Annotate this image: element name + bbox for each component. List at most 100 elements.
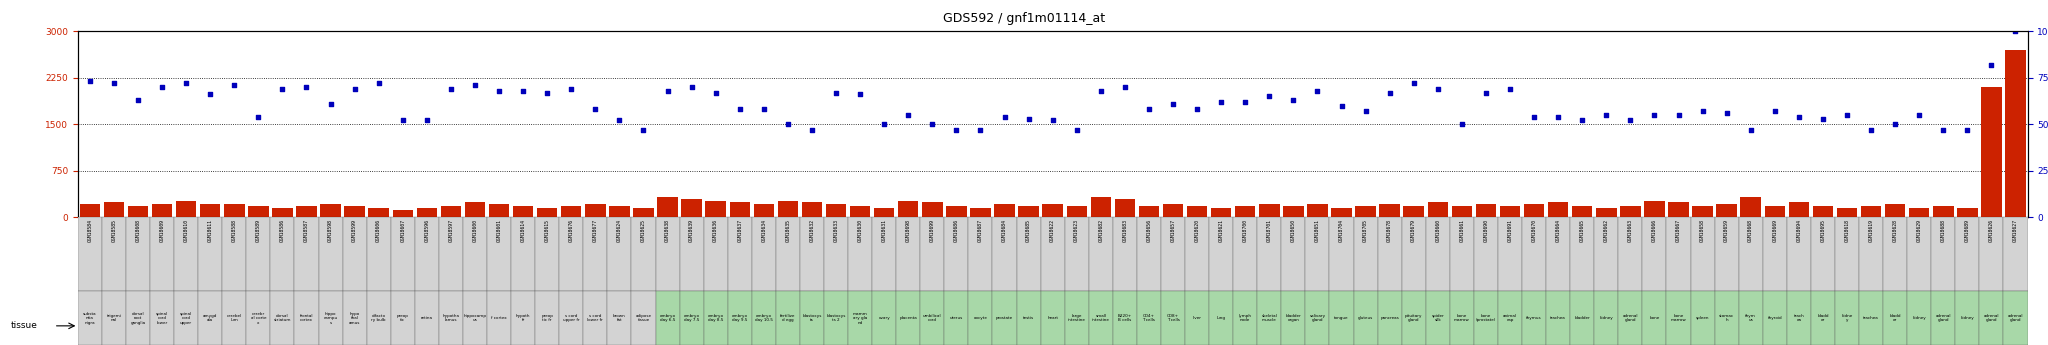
Bar	[1282, 217, 1305, 292]
Bar	[848, 217, 872, 292]
Bar	[1042, 204, 1063, 217]
Text: dorsal
striatum: dorsal striatum	[274, 314, 291, 323]
Bar	[1186, 292, 1208, 345]
Point	[1421, 86, 1454, 91]
Text: spleen: spleen	[1696, 316, 1710, 320]
Bar	[1092, 197, 1112, 217]
Text: GSM18657: GSM18657	[1171, 219, 1176, 241]
Text: hypo
thal
amus: hypo thal amus	[348, 312, 360, 325]
Bar	[1837, 208, 1858, 217]
Point	[580, 107, 612, 112]
Text: thymus: thymus	[1526, 316, 1542, 320]
Bar	[969, 292, 993, 345]
Point	[1831, 112, 1864, 118]
Text: fertilize
d egg: fertilize d egg	[780, 314, 795, 323]
Bar	[705, 200, 725, 217]
Text: salivary
gland: salivary gland	[1309, 314, 1325, 323]
Text: GSM18670: GSM18670	[1532, 219, 1536, 241]
Bar	[1305, 217, 1329, 292]
Bar	[1573, 206, 1593, 217]
Text: embryo
day 7.5: embryo day 7.5	[684, 314, 700, 323]
Point	[434, 86, 467, 91]
Bar	[1642, 217, 1667, 292]
Bar	[1475, 292, 1497, 345]
Point	[1325, 103, 1358, 108]
Point	[170, 80, 203, 86]
Bar	[584, 217, 608, 292]
Bar	[150, 292, 174, 345]
Text: GSM18589: GSM18589	[256, 219, 260, 241]
Bar	[561, 206, 582, 217]
Bar	[1112, 292, 1137, 345]
Bar	[1401, 292, 1425, 345]
Bar	[897, 200, 918, 217]
Bar	[246, 292, 270, 345]
Bar	[1907, 292, 1931, 345]
Text: skeletal
muscle: skeletal muscle	[1262, 314, 1278, 323]
Point	[651, 88, 684, 93]
Point	[291, 84, 324, 90]
Point	[362, 80, 395, 86]
Bar	[874, 208, 895, 217]
Bar	[1040, 217, 1065, 292]
Bar	[1186, 217, 1208, 292]
Point	[1493, 86, 1526, 91]
Bar	[897, 292, 920, 345]
Bar	[535, 217, 559, 292]
Point	[98, 80, 131, 86]
Text: GSM18639: GSM18639	[688, 219, 694, 241]
Bar	[1401, 217, 1425, 292]
Bar	[631, 217, 655, 292]
Bar	[1714, 292, 1739, 345]
Point	[844, 92, 877, 97]
Bar	[1284, 206, 1305, 217]
Point	[1999, 28, 2032, 34]
Bar	[201, 204, 221, 217]
Text: GSM18599: GSM18599	[352, 219, 356, 241]
Text: stomac
h: stomac h	[1718, 314, 1735, 323]
Bar	[1354, 292, 1378, 345]
Text: adrenal
gland: adrenal gland	[2007, 314, 2023, 323]
Bar	[1233, 292, 1257, 345]
Text: GSM18597: GSM18597	[449, 219, 453, 241]
Bar	[608, 292, 631, 345]
Bar	[633, 208, 653, 217]
Bar	[1522, 217, 1546, 292]
Text: trach
ea: trach ea	[1794, 314, 1804, 323]
Bar	[1016, 217, 1040, 292]
Bar	[1980, 87, 2001, 217]
Bar	[1763, 292, 1786, 345]
Bar	[897, 217, 920, 292]
Bar	[1978, 217, 2003, 292]
Text: trigemi
nal: trigemi nal	[106, 314, 121, 323]
Bar	[1978, 292, 2003, 345]
Bar	[993, 292, 1016, 345]
Text: testis: testis	[1024, 316, 1034, 320]
Point	[627, 127, 659, 132]
Point	[940, 127, 973, 132]
Bar	[1618, 292, 1642, 345]
Text: kidney: kidney	[1599, 316, 1614, 320]
Text: kidney: kidney	[1913, 316, 1925, 320]
Bar	[1810, 217, 1835, 292]
Text: GSM18611: GSM18611	[207, 219, 213, 241]
Text: trachea: trachea	[1864, 316, 1878, 320]
Text: embryo
day 6.5: embryo day 6.5	[659, 314, 676, 323]
Text: GSM18625: GSM18625	[641, 219, 645, 241]
Text: olfacto
ry bulb: olfacto ry bulb	[371, 314, 385, 323]
Bar	[1958, 208, 1978, 217]
Bar	[438, 217, 463, 292]
Point	[819, 90, 852, 95]
Bar	[823, 292, 848, 345]
Bar	[1645, 200, 1665, 217]
Bar	[1909, 208, 1929, 217]
Bar	[705, 217, 727, 292]
Point	[1061, 127, 1094, 132]
Bar	[993, 217, 1016, 292]
Bar	[727, 217, 752, 292]
Bar	[680, 292, 705, 345]
Bar	[944, 292, 969, 345]
Text: GSM18668: GSM18668	[1749, 219, 1753, 241]
Bar	[512, 292, 535, 345]
Bar	[1739, 217, 1763, 292]
